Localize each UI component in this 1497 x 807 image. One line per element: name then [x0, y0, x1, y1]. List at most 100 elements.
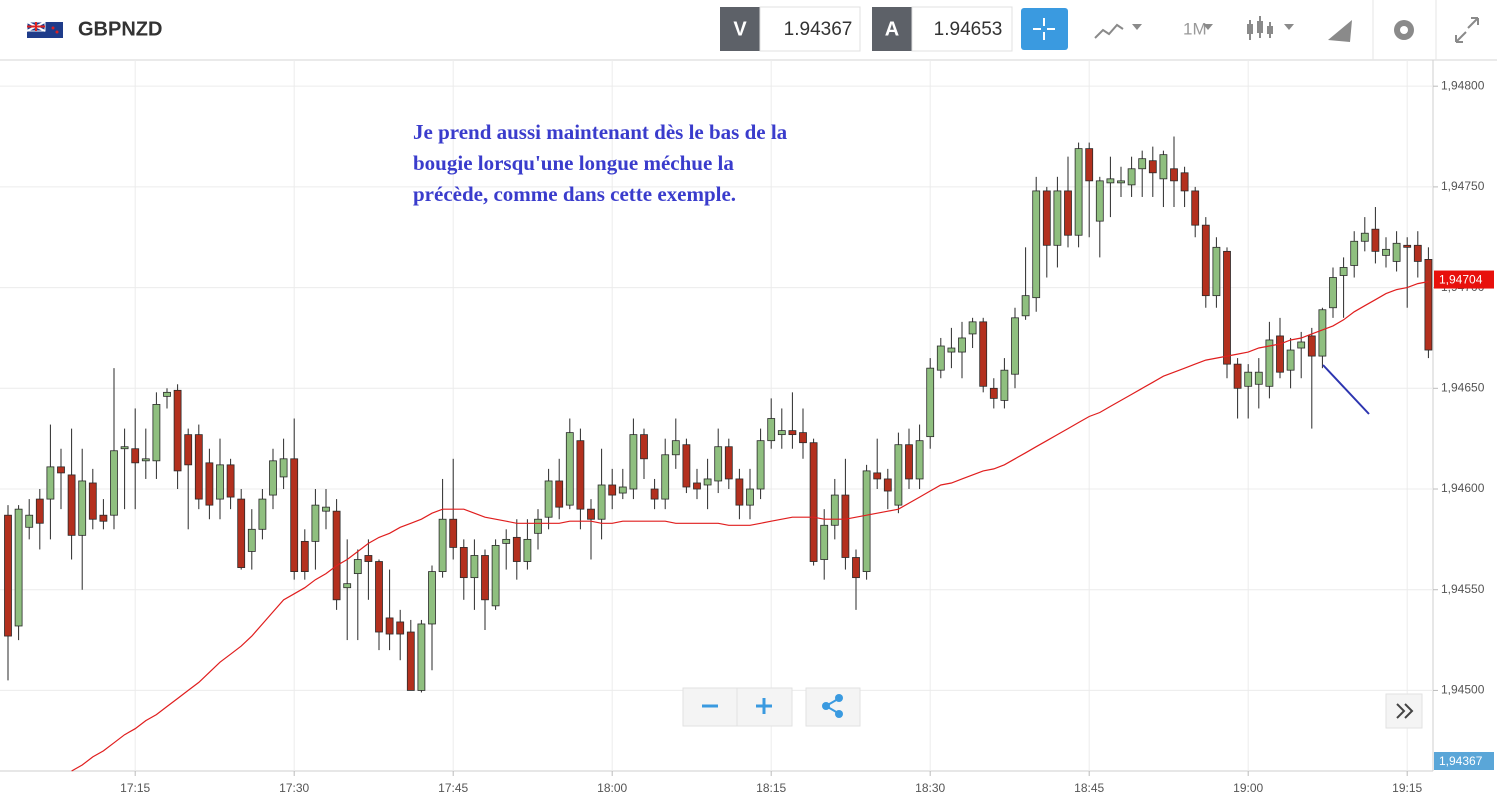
candle-body	[385, 617, 394, 635]
candle-body	[502, 538, 511, 544]
candle-body	[693, 482, 701, 490]
candle-body	[1276, 335, 1284, 373]
candle-body	[1117, 180, 1125, 184]
candle-body	[544, 480, 553, 518]
buy-label[interactable]: A	[885, 18, 899, 40]
timeframe[interactable]: 1M	[1183, 19, 1207, 38]
crosshair-button[interactable]	[1021, 8, 1068, 50]
buy-label-box[interactable]	[872, 7, 912, 51]
candle-body	[788, 430, 797, 436]
candle-body	[1011, 317, 1019, 375]
candle-body	[1180, 172, 1189, 192]
sell-label[interactable]: V	[733, 18, 747, 40]
share-icon[interactable]	[835, 710, 843, 718]
buy-price-box[interactable]	[911, 6, 1013, 52]
candle-body	[1212, 246, 1221, 297]
candle-body	[1403, 244, 1412, 248]
scroll-icon[interactable]	[1396, 703, 1414, 719]
buy-price[interactable]: 1.94653	[934, 19, 1003, 40]
candle-body	[78, 480, 87, 536]
candle-body	[375, 561, 383, 633]
crosshair-icon[interactable]	[1033, 18, 1055, 40]
x-tick-label: 19:15	[1392, 781, 1422, 795]
candle-body	[459, 547, 468, 579]
indicator-icon[interactable]	[1094, 23, 1124, 39]
candle-body	[989, 387, 998, 399]
price-marker	[1434, 752, 1494, 770]
candle-body	[1106, 178, 1115, 184]
toolbar: 1M	[1094, 0, 1479, 60]
candle-body	[926, 367, 935, 438]
candle-body	[4, 514, 12, 637]
candle-body	[258, 498, 267, 530]
candle-body	[163, 391, 171, 397]
flag-star	[55, 30, 59, 34]
candle-body	[290, 458, 299, 572]
candle-body	[141, 458, 150, 462]
candle-body	[428, 571, 436, 625]
dropdown[interactable]	[1203, 24, 1213, 30]
candle-body	[883, 478, 892, 492]
candle-body	[67, 474, 76, 536]
share-icon[interactable]	[835, 694, 843, 702]
candle-body	[873, 472, 882, 480]
candle-body	[894, 444, 903, 506]
candle-body	[862, 470, 871, 572]
candle-body	[512, 536, 521, 562]
price-marker	[1434, 270, 1494, 289]
flag-star	[51, 26, 55, 30]
annotation: Je prend aussi maintenant dès le bas de …	[413, 120, 788, 206]
x-tick-label: 18:15	[756, 781, 786, 795]
candle-body	[353, 559, 362, 575]
candle-body	[714, 446, 723, 482]
candle-body	[523, 538, 532, 562]
candle-body	[1170, 168, 1178, 182]
candle-body	[396, 621, 405, 635]
fullscreen-icon[interactable]	[1455, 17, 1479, 43]
x-tick-label: 17:45	[438, 781, 468, 795]
candle-body	[608, 484, 617, 496]
candle-body	[746, 488, 754, 506]
candle-body	[1191, 190, 1200, 226]
sell-price[interactable]: 1.94367	[784, 19, 853, 40]
dropdown[interactable]	[1132, 24, 1142, 30]
candle-body	[1095, 180, 1104, 222]
candle-body	[1244, 371, 1253, 387]
crosshair-bg[interactable]	[1021, 8, 1068, 50]
y-tick-label: 1,94500	[1441, 683, 1485, 697]
sell-label-box[interactable]	[720, 7, 760, 51]
candle-body	[777, 430, 786, 436]
draw-icon[interactable]	[1328, 20, 1352, 42]
candle-body	[1138, 158, 1147, 170]
x-tick-label: 17:30	[279, 781, 309, 795]
buy-button[interactable]: A 1.94653	[872, 6, 1013, 52]
candle-body	[1424, 259, 1433, 351]
candle-body	[1360, 232, 1369, 242]
candle-body	[449, 518, 458, 548]
candle-body	[1339, 267, 1348, 276]
candle-body	[1307, 335, 1316, 357]
candle-body	[1223, 250, 1231, 365]
candle-icon[interactable]	[1247, 24, 1253, 34]
share-icon[interactable]	[822, 702, 830, 710]
share-box[interactable]	[805, 687, 861, 727]
dropdown[interactable]	[1284, 24, 1294, 30]
candle-body	[1085, 148, 1094, 182]
candle-body	[152, 404, 161, 462]
sell-button[interactable]: V 1.94367	[720, 6, 861, 52]
price-marker-label: 1,94704	[1439, 273, 1483, 287]
annotation-arrow	[1322, 364, 1370, 415]
candle-body	[1159, 154, 1168, 180]
candle-body	[194, 434, 203, 500]
candle-body	[35, 498, 44, 524]
candle-icon[interactable]	[1257, 21, 1263, 33]
candle-icon[interactable]	[1267, 26, 1273, 34]
candle-body	[14, 508, 23, 627]
candle-body	[576, 440, 585, 510]
candle-body	[300, 540, 309, 572]
zoom-in[interactable]	[756, 698, 772, 714]
candle-body	[735, 478, 744, 506]
candle-body	[1148, 160, 1157, 174]
sell-price-box[interactable]	[759, 6, 861, 52]
